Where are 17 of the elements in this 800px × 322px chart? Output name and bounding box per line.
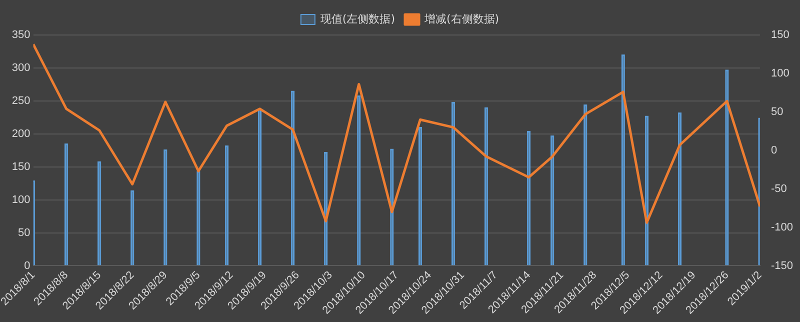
y-tick-label: 200: [12, 128, 30, 140]
legend-label: 现值(左侧数据): [320, 12, 396, 26]
y2-tick-label: 100: [770, 67, 790, 80]
legend-label: 增减(右侧数据): [424, 12, 500, 26]
y2-tick-label: 50: [770, 106, 784, 118]
y-tick-label: 350: [12, 29, 30, 42]
y-tick-label: 250: [12, 94, 30, 107]
y-tick-label: 0: [24, 260, 30, 272]
y-tick-label: 300: [12, 62, 30, 74]
y2-tick-label: 150: [770, 29, 790, 42]
y2-tick-label: -50: [770, 182, 787, 195]
y2-tick-label: -100: [770, 221, 794, 234]
y2-tick-label: -150: [770, 260, 794, 272]
y-tick-label: 100: [12, 194, 30, 206]
y-tick-label: 50: [18, 226, 30, 239]
y2-tick-label: 0: [770, 144, 778, 156]
y-tick-label: 150: [12, 160, 30, 173]
